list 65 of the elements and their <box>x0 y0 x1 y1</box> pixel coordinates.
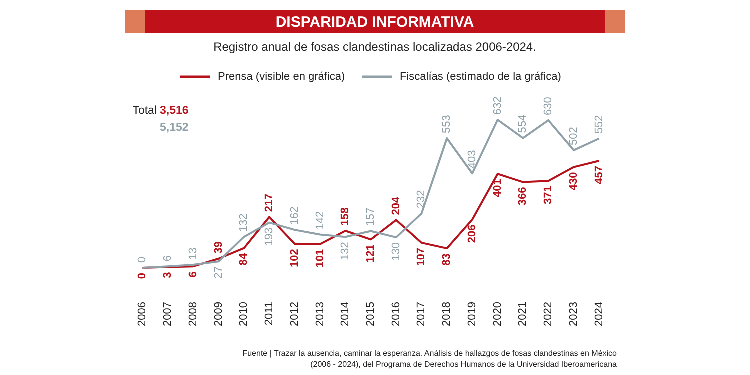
data-label: 107 <box>416 248 428 266</box>
x-tick-label: 2018 <box>441 302 454 326</box>
data-label: 6 <box>162 255 174 262</box>
data-label: 0 <box>136 273 149 280</box>
data-label: 430 <box>568 172 580 191</box>
text: 3,516 <box>160 105 189 117</box>
legend-label: Fiscalías (estimado de la gráfica) <box>400 71 562 83</box>
chart-subtitle: Registro anual de fosas clandestinas localizadas 2006-2024. <box>214 40 536 54</box>
data-label: 158 <box>340 208 352 226</box>
data-label: 206 <box>466 224 478 244</box>
data-label: 630 <box>542 97 555 116</box>
x-tick-label: 2012 <box>288 302 301 326</box>
source-note: Fuente | Trazar la ausencia, caminar la esperanza. Análisis de hallazgos de fosas clandestinas en México <box>242 349 618 358</box>
x-tick-label: 2020 <box>492 302 504 326</box>
data-label: 457 <box>593 166 606 184</box>
data-label: 101 <box>314 249 326 268</box>
x-tick-label: 2013 <box>314 302 326 326</box>
data-label: 132 <box>238 214 250 232</box>
data-label: 102 <box>288 249 301 268</box>
data-label: 13 <box>187 248 200 260</box>
data-label: 84 <box>238 252 250 266</box>
x-tick-label: 2009 <box>212 302 225 326</box>
x-tick-label: 2010 <box>238 302 250 326</box>
x-tick-label: 2023 <box>568 302 580 326</box>
data-label: 83 <box>441 254 454 266</box>
data-label: 132 <box>340 242 352 260</box>
data-label: 217 <box>264 194 276 212</box>
x-tick-label: 2022 <box>542 302 555 326</box>
data-label: 6 <box>187 272 200 278</box>
data-label: 0 <box>136 256 149 263</box>
x-tick-label: 2008 <box>187 302 200 326</box>
data-label: 142 <box>314 211 326 230</box>
x-tick-label: 2006 <box>136 302 149 326</box>
data-label: 193 <box>264 228 276 246</box>
data-label: 157 <box>365 208 377 226</box>
x-tick-label: 2019 <box>466 302 478 326</box>
data-label: 130 <box>390 242 402 261</box>
x-tick-label: 2016 <box>390 302 402 326</box>
annotation: 5,152 <box>160 122 189 134</box>
data-label: 554 <box>517 114 530 134</box>
x-tick-label: 2015 <box>365 302 377 326</box>
data-label: 403 <box>466 150 478 169</box>
x-tick-label: 2014 <box>340 302 352 326</box>
text: (2006 - 2024), del Programa de Derechos Humanos de la Universidad Iberoamericana <box>310 360 618 369</box>
data-label: 27 <box>212 266 225 279</box>
data-label: 366 <box>517 187 530 206</box>
x-tick-label: 2021 <box>517 302 530 326</box>
data-label: 401 <box>492 179 504 198</box>
legend-label: Prensa (visible en gráfica) <box>218 71 346 83</box>
x-tick-label: 2007 <box>162 302 174 326</box>
data-label: 371 <box>542 186 555 204</box>
data-label: 39 <box>212 242 225 254</box>
data-label: 3 <box>162 272 174 278</box>
text: Total <box>132 105 157 117</box>
data-label: 552 <box>593 115 606 134</box>
x-tick-label: 2017 <box>416 302 428 326</box>
data-label: 502 <box>568 127 580 146</box>
x-tick-label: 2011 <box>264 302 276 326</box>
data-label: 162 <box>288 206 301 226</box>
x-tick-label: 2024 <box>593 302 606 326</box>
data-label: 553 <box>441 115 454 134</box>
data-label: 632 <box>492 96 504 115</box>
data-label: 204 <box>390 196 402 216</box>
chart-title: DISPARIDAD INFORMATIVA <box>276 14 474 31</box>
data-label: 121 <box>365 244 377 264</box>
